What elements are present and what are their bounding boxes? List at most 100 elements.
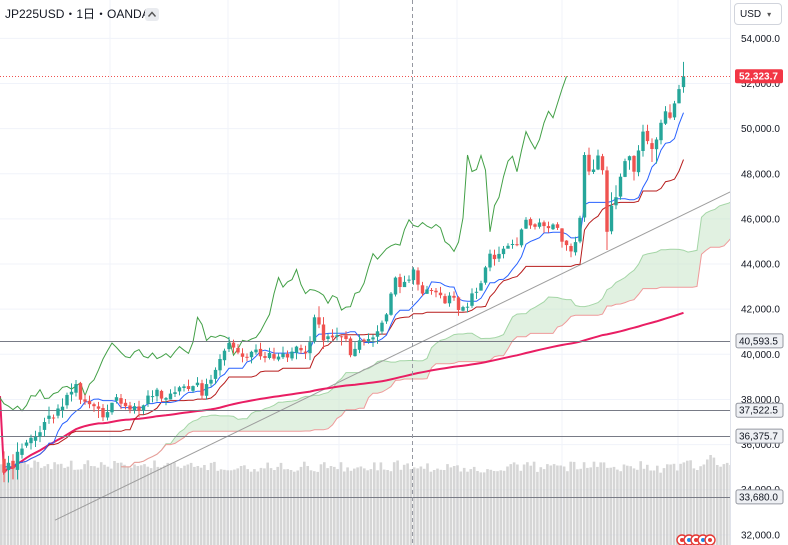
volume-bar [296, 470, 299, 545]
candle [641, 124, 645, 157]
candle [497, 246, 501, 263]
candle-body [438, 292, 443, 296]
volume-bar [429, 471, 433, 545]
candle-body [600, 156, 605, 171]
volume-bar [336, 469, 339, 545]
candle [254, 344, 258, 355]
volume-bar [143, 464, 146, 545]
volume-bar [482, 472, 486, 545]
volume-bar [319, 464, 323, 545]
candle [645, 124, 650, 145]
candle [573, 236, 578, 256]
volume-bar [103, 464, 106, 545]
candle [132, 403, 137, 414]
candle-body [402, 281, 407, 288]
volume-bar [359, 466, 363, 545]
moving-average-line [0, 311, 684, 476]
candle-body [474, 291, 479, 293]
price-axis: 32,000.034,000.036,000.038,000.040,000.0… [730, 0, 788, 545]
volume-bar [499, 470, 503, 545]
volume-bar [542, 469, 546, 545]
candle-body [380, 322, 384, 332]
volume-bar [236, 468, 239, 545]
candle [461, 305, 465, 312]
volume-bar [169, 464, 173, 545]
volume-bar [179, 468, 183, 545]
volume-bar [43, 466, 46, 545]
volume-bar [716, 465, 719, 545]
volume-bar [96, 467, 100, 545]
candle-body [627, 156, 632, 161]
volume-bar [10, 466, 13, 545]
volume-bar [646, 464, 649, 545]
candle-body [425, 289, 429, 294]
volume-bar [329, 466, 333, 545]
volume-bar [506, 466, 509, 545]
volume-bar [699, 466, 702, 545]
collapse-button-bg[interactable] [145, 8, 159, 21]
candle [537, 218, 542, 229]
candle-body [524, 219, 528, 229]
candle [483, 265, 488, 285]
flag-icon[interactable] [704, 534, 716, 545]
candle-body [20, 448, 24, 455]
trend-line[interactable] [54, 189, 736, 521]
candle-body [366, 339, 371, 341]
volume-bar [176, 466, 180, 545]
volume-bar [226, 470, 229, 545]
volume-series [0, 455, 739, 545]
candle-body [159, 390, 164, 399]
candle [425, 285, 429, 294]
volume-bar [412, 467, 416, 545]
candle-body [321, 324, 326, 341]
volume-bar [23, 461, 26, 545]
candle-body [371, 337, 375, 340]
volume-bar [636, 469, 639, 545]
volume-bar [83, 464, 86, 545]
volume-bar [426, 463, 429, 545]
volume-bar [119, 462, 123, 545]
candle-body [605, 170, 609, 232]
chevron-up-icon[interactable] [145, 8, 159, 21]
candle-body [92, 404, 96, 407]
volume-bar [539, 467, 543, 545]
flag-dot [680, 538, 684, 542]
candle-body [645, 130, 650, 142]
candle [312, 314, 317, 344]
candle-body [11, 460, 15, 469]
candle-body [182, 386, 186, 388]
candle-body [506, 245, 510, 249]
volume-bar [159, 467, 163, 545]
volume-bar [606, 467, 609, 545]
candle [668, 104, 672, 120]
volume-bar [136, 466, 140, 545]
candle [600, 153, 605, 175]
candle [186, 379, 191, 392]
candle [533, 223, 537, 230]
volume-bar [639, 461, 642, 545]
currency-selector[interactable]: USD ▾ [734, 3, 782, 25]
grid [0, 0, 730, 545]
volume-bar [572, 461, 576, 545]
volume-bar [509, 464, 513, 545]
candle [380, 320, 384, 335]
candle-body [74, 384, 78, 393]
candle [303, 345, 308, 360]
candle-body [164, 398, 168, 400]
volume-bar [406, 463, 409, 545]
candle [258, 342, 263, 360]
volume-bar [66, 466, 70, 545]
candle-body [155, 389, 159, 397]
flag-dot [701, 538, 705, 542]
candle [659, 119, 663, 145]
volume-bar [496, 471, 499, 545]
candle [362, 338, 366, 346]
candle [411, 267, 416, 285]
volume-bar [472, 466, 476, 545]
candle [326, 333, 330, 343]
volume-bar [512, 462, 516, 545]
volume-bar [40, 467, 43, 545]
candle [78, 381, 83, 404]
candle [506, 243, 510, 249]
